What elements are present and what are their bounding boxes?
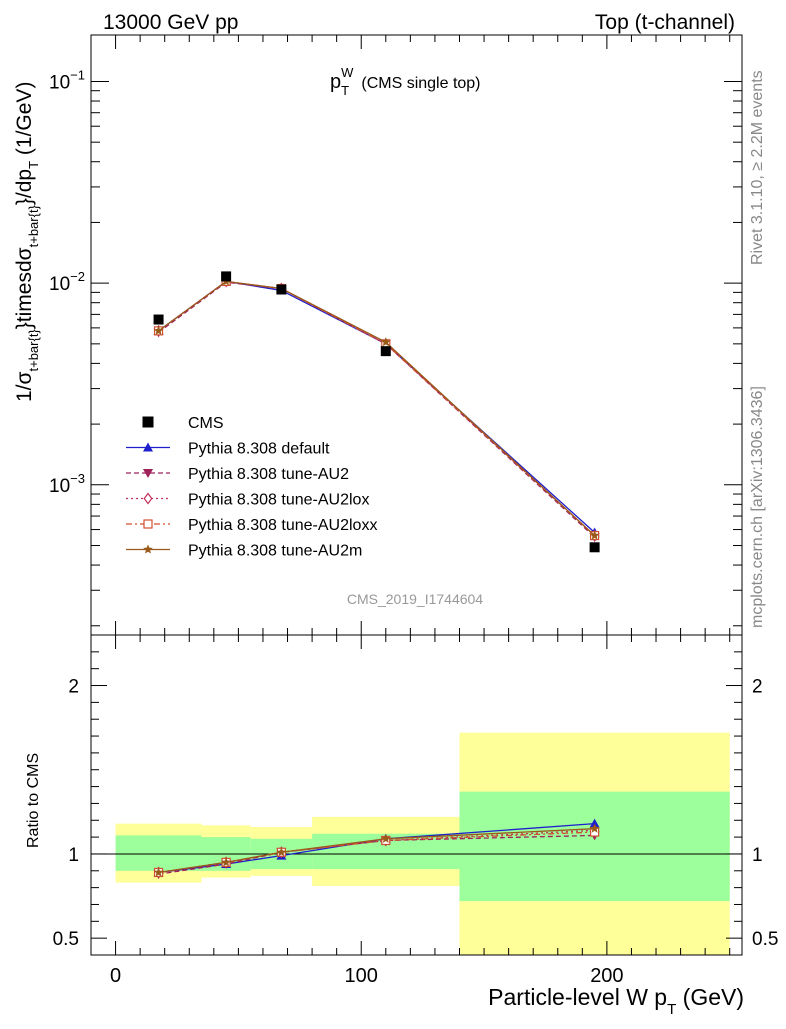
legend-entry-data: CMS	[142, 415, 224, 432]
legend-entry-4: Pythia 8.308 tune-AU2m	[126, 543, 362, 560]
legend-entry-2: Pythia 8.308 tune-AU2lox	[126, 492, 369, 509]
series-4-point-4	[589, 530, 600, 540]
legend-entry-1: Pythia 8.308 tune-AU2	[126, 466, 349, 483]
series-line-3	[158, 280, 596, 537]
legend-marker-3	[143, 519, 153, 529]
top-ytick-label-0: 10−3	[49, 471, 85, 497]
data-point-4	[589, 542, 600, 553]
ratio-panel: 0 100 200 0.5 0.5 1 1 2 2	[53, 634, 778, 987]
ratio-0-point-4	[589, 818, 600, 828]
legend-marker-1	[143, 469, 153, 478]
xtick-label-0: 0	[110, 965, 121, 987]
legend-marker-data	[142, 416, 154, 428]
ratio-ytick-label-1: 1	[68, 845, 79, 866]
legend-label-3: Pythia 8.308 tune-AU2loxx	[188, 517, 377, 534]
ratio-ylabel: Ratio to CMS	[25, 753, 42, 848]
data-point-0	[153, 314, 164, 325]
band-inner-0	[115, 835, 202, 871]
legend-label-data: CMS	[188, 415, 224, 432]
ratio-ytick-label-0: 0.5	[53, 929, 79, 950]
ratio-4-point-4	[589, 823, 600, 833]
series-4-point-0	[153, 325, 164, 335]
legend: CMS Pythia 8.308 default Pythia 8.308 tune…	[126, 415, 377, 560]
band-inner-4	[459, 791, 730, 902]
ratio-ytick-label-right-1: 1	[752, 845, 763, 866]
ratio-ytick-label-right-0: 0.5	[752, 929, 778, 950]
series-4-point-3	[381, 337, 391, 347]
top-ylabel: 1/σt+bar{t}}timesdσt+bar{t}}/dpT (1/GeV)	[13, 82, 41, 402]
xtick-label-1: 100	[345, 965, 378, 987]
top-panel: 10−3 10−2 10−1 CMS Pythia 8.308 default Pythi…	[49, 34, 743, 636]
ratio-4-point-0	[153, 867, 164, 877]
legend-marker-2	[143, 492, 153, 505]
rivet-label: Rivet 3.1.10, ≥ 2.2M events	[749, 70, 766, 265]
bottom-frame	[90, 634, 743, 956]
top-ytick-label-2: 10−1	[49, 67, 85, 93]
legend-marker-4	[143, 544, 153, 554]
data-point-3	[380, 346, 391, 357]
analysis-watermark: CMS_2019_I1744604	[347, 591, 483, 607]
top-ytick-label-1: 10−2	[49, 269, 85, 295]
legend-label-4: Pythia 8.308 tune-AU2m	[188, 543, 362, 560]
plot-title: pTW(CMS single top)	[330, 65, 481, 98]
mcplots-label: mcplots.cern.ch [arXiv:1306.3436]	[749, 386, 766, 628]
xtick-label-2: 200	[590, 965, 623, 987]
ratio-4-point-1	[221, 857, 231, 867]
data-point-2	[276, 284, 287, 295]
ratio-4-point-2	[276, 847, 287, 857]
ratio-4-point-3	[381, 833, 391, 843]
legend-entry-3: Pythia 8.308 tune-AU2loxx	[126, 517, 377, 534]
header-left: 13000 GeV pp	[103, 11, 238, 34]
ratio-ytick-label-2: 2	[68, 677, 79, 698]
ratio-ytick-label-right-2: 2	[752, 677, 763, 698]
legend-label-2: Pythia 8.308 tune-AU2lox	[188, 492, 369, 509]
header-right: Top (t-channel)	[595, 11, 735, 34]
legend-marker-0	[143, 442, 153, 452]
legend-label-1: Pythia 8.308 tune-AU2	[188, 466, 349, 483]
x-axis-label: Particle-level W pT (GeV)	[488, 984, 744, 1018]
legend-label-0: Pythia 8.308 default	[188, 441, 330, 458]
legend-entry-0: Pythia 8.308 default	[126, 441, 330, 458]
data-point-1	[221, 271, 232, 282]
